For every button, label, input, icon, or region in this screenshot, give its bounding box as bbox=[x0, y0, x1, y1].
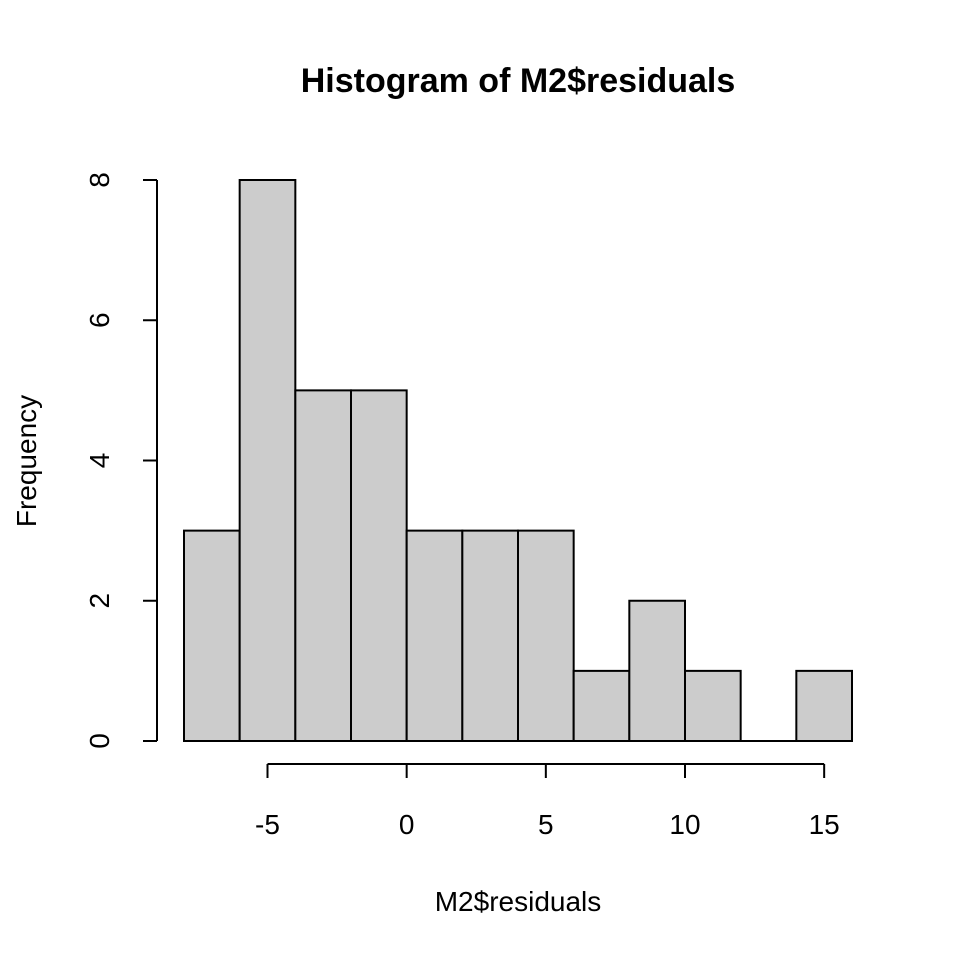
y-tick-label: 8 bbox=[84, 172, 115, 188]
x-tick-label: -5 bbox=[255, 809, 280, 840]
y-tick-label: 0 bbox=[84, 733, 115, 749]
y-tick-label: 2 bbox=[84, 593, 115, 609]
histogram-bar bbox=[238, 179, 297, 742]
histogram-bar bbox=[183, 529, 241, 742]
x-tick-label: 15 bbox=[809, 809, 840, 840]
x-tick-label: 5 bbox=[538, 809, 554, 840]
x-axis-label: M2$residuals bbox=[435, 886, 602, 917]
y-axis: 0 2 4 6 8 bbox=[84, 172, 158, 749]
histogram-bar bbox=[628, 599, 686, 742]
x-axis: -5 0 5 10 15 bbox=[255, 763, 840, 840]
histogram-bar bbox=[294, 389, 353, 742]
y-tick-label: 4 bbox=[84, 453, 115, 469]
histogram-bar bbox=[795, 669, 853, 742]
y-axis-label: Frequency bbox=[11, 395, 42, 527]
x-tick-label: 10 bbox=[669, 809, 700, 840]
chart-title: Histogram of M2$residuals bbox=[301, 62, 736, 100]
histogram-bar bbox=[572, 669, 631, 742]
x-tick-label: 0 bbox=[399, 809, 415, 840]
histogram-bar bbox=[405, 529, 464, 742]
histogram-bar bbox=[517, 529, 575, 742]
histogram-bars bbox=[183, 179, 853, 742]
histogram-bar bbox=[461, 529, 520, 742]
y-tick-label: 6 bbox=[84, 312, 115, 328]
histogram-bar bbox=[684, 669, 742, 742]
histogram-bar bbox=[350, 389, 408, 742]
